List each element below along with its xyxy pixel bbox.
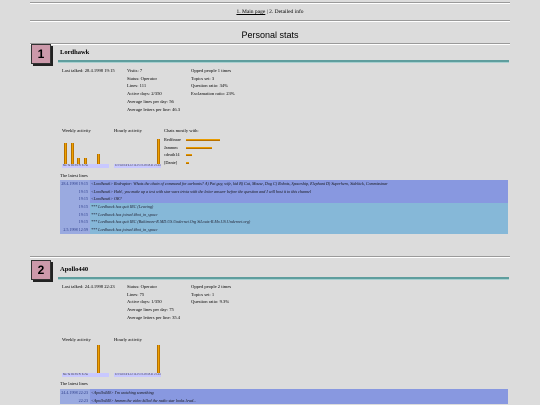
activity-bar <box>77 158 81 164</box>
chat-partner: Redfinrae <box>164 137 181 142</box>
user-underline <box>58 60 509 63</box>
chat-line-row: 24.4.1998 22:23 <Apollo440> I'm watching … <box>60 389 508 397</box>
user-stats-right: Opped people 1 times Topics set: 3 Questio… <box>191 68 235 97</box>
activity-bar <box>156 138 160 164</box>
chat-line-row: 2.5.1998 12:59 *** Lordhawk has joined #b… <box>60 226 508 234</box>
line-timestamp: 19:15 <box>60 203 90 211</box>
line-text: *** Lordhawk has joined #bot_in_space <box>90 210 508 219</box>
section-rule <box>30 256 510 258</box>
chats-mostly-with-label: Chats mostly with: <box>164 128 199 133</box>
user-underline <box>58 277 509 280</box>
line-timestamp: 19:15 <box>60 210 90 219</box>
activity-bar <box>84 158 87 164</box>
line-timestamp: 22:23 <box>60 396 90 405</box>
top-rule <box>30 2 510 4</box>
activity-bar <box>97 345 101 373</box>
chat-partner: cdeath14 <box>164 152 180 157</box>
hourly-activity-chart <box>114 136 161 164</box>
line-text: <Apollo440> hmmm the video killed the ra… <box>90 396 508 405</box>
activity-bar <box>70 143 74 164</box>
weekly-activity-label: Weekly activity <box>62 128 91 133</box>
chat-line-row: 19:15 *** Lordhawk has joined #bot_in_spa… <box>60 210 508 219</box>
chat-line-row: 22:23 <Apollo440> hmmm the video killed t… <box>60 396 508 405</box>
chat-partner-bar <box>186 146 212 149</box>
line-text-link[interactable]: *** Lordhawk has quit IRC (Baltimore-R.M… <box>90 218 508 227</box>
weekly-axis-labels: Mo Tu We Th Fr Sa Su <box>62 373 109 377</box>
rank-badge: 2 <box>31 260 51 280</box>
latest-lines-label: The latest lines <box>60 173 88 178</box>
latest-lines-label: The latest lines <box>60 381 88 386</box>
line-timestamp: 2.5.1998 12:59 <box>60 226 90 234</box>
main-page-link[interactable]: 1. Main page <box>236 9 266 15</box>
weekly-axis-labels: Mo Tu We Th Fr Sa Su <box>62 164 109 168</box>
line-text: *** Lordhawk has quit IRC (Leaving) <box>90 203 508 211</box>
activity-bar <box>97 154 101 164</box>
user-stats-middle: Visits: 7 Status: Operator Lines: 111 Activ… <box>127 68 181 112</box>
latest-lines-table: 28.4.1998 19:15 <Lordhawk> Redraptor: Wha… <box>60 180 508 234</box>
activity-bar <box>156 345 160 373</box>
line-timestamp: 19:15 <box>60 218 90 227</box>
rank-badge: 1 <box>31 44 51 64</box>
title-rule <box>30 43 510 45</box>
nav-rule <box>30 20 510 22</box>
chat-partner: Jammm <box>164 144 178 150</box>
last-talked: Last talked: 24.4.1998 22:23 <box>62 284 115 289</box>
last-talked: Last talked: 28.4.1998 19:15 <box>62 68 115 73</box>
hourly-activity-chart <box>114 345 161 373</box>
weekly-activity-chart <box>62 136 109 164</box>
page-title: Personal stats <box>241 30 299 40</box>
line-text: <Lordhawk> Redraptor: Whats the chain of… <box>90 180 508 188</box>
chat-line-row: 19:15 *** Lordhawk has quit IRC (Leaving) <box>60 203 508 211</box>
user-nick: Lordhawk <box>60 49 90 56</box>
user-nick: Apollo440 <box>60 266 89 273</box>
line-text: <Apollo440> I'm watching something <box>90 389 508 397</box>
chat-line-row: 19:15 <Lordhawk> Hah!, you make up a test… <box>60 187 508 196</box>
line-text: <Lordhawk> Hah!, you make up a test with… <box>90 187 508 196</box>
chat-partner: [Dante] <box>164 159 178 165</box>
hourly-axis-labels: 0-3 3-6 6-9 9-12 12-15 15-18 18-21 21-24 <box>114 373 161 377</box>
chat-line-row: 28.4.1998 19:15 <Lordhawk> Redraptor: Wha… <box>60 180 508 188</box>
weekly-activity-chart <box>62 345 109 373</box>
hourly-axis-labels: 0-3 3-6 6-9 9-12 12-15 15-18 18-21 21-24 <box>114 164 161 168</box>
nav-bar: 1. Main page | 2. Detailed info <box>0 9 540 15</box>
detailed-info-label: 2. Detailed info <box>269 9 304 15</box>
activity-bar <box>63 143 67 164</box>
hourly-activity-label: Hourly activity <box>114 337 142 342</box>
nav-separator: | <box>265 9 270 15</box>
chat-partner-bar <box>186 161 190 164</box>
latest-lines-table: 24.4.1998 22:23 <Apollo440> I'm watching … <box>60 389 508 405</box>
line-timestamp: 19:15 <box>60 195 90 204</box>
user-stats-right: Opped people 2 times Topics set: 1 Questio… <box>191 284 232 305</box>
line-timestamp: 19:15 <box>60 187 90 196</box>
line-timestamp: 28.4.1998 19:15 <box>60 180 90 188</box>
line-text: <Lordhawk> OK? <box>90 195 508 204</box>
weekly-activity-label: Weekly activity <box>62 337 91 342</box>
line-text: *** Lordhawk has joined #bot_in_space <box>90 226 508 234</box>
chat-partner-bar <box>186 139 220 142</box>
line-timestamp: 24.4.1998 22:23 <box>60 389 90 397</box>
chat-line-row: 19:15 <Lordhawk> OK? <box>60 195 508 204</box>
chat-partner-bar <box>186 154 193 157</box>
chat-line-row: 19:15 *** Lordhawk has quit IRC (Baltimor… <box>60 218 508 227</box>
user-stats-middle: Status: Operator Lines: 75 Active days: 1/… <box>127 284 181 320</box>
hourly-activity-label: Hourly activity <box>114 128 142 133</box>
